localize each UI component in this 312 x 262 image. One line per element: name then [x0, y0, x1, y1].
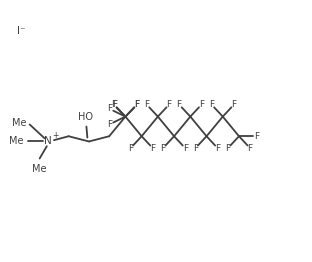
- Text: F: F: [215, 144, 220, 153]
- Text: F: F: [166, 100, 172, 109]
- Text: F: F: [112, 100, 117, 109]
- Text: F: F: [134, 100, 139, 110]
- Text: F: F: [193, 144, 198, 153]
- Text: F: F: [107, 105, 112, 113]
- Text: F: F: [247, 144, 253, 153]
- Text: Me: Me: [12, 118, 27, 128]
- Text: F: F: [107, 120, 112, 129]
- Text: F: F: [225, 144, 231, 153]
- Text: F: F: [134, 100, 139, 109]
- Text: F: F: [183, 144, 188, 153]
- Text: +: +: [52, 131, 58, 140]
- Text: F: F: [199, 100, 204, 109]
- Text: F: F: [144, 100, 149, 109]
- Text: F: F: [111, 100, 116, 110]
- Text: F: F: [160, 144, 166, 153]
- Text: HO: HO: [78, 112, 93, 122]
- Text: F: F: [128, 144, 133, 153]
- Text: I⁻: I⁻: [17, 26, 26, 36]
- Text: F: F: [177, 100, 182, 109]
- Text: Me: Me: [9, 137, 23, 146]
- Text: F: F: [150, 144, 155, 153]
- Text: F: F: [231, 100, 236, 109]
- Text: F: F: [255, 132, 260, 141]
- Text: N: N: [45, 137, 52, 146]
- Text: F: F: [209, 100, 214, 109]
- Text: Me: Me: [32, 164, 47, 174]
